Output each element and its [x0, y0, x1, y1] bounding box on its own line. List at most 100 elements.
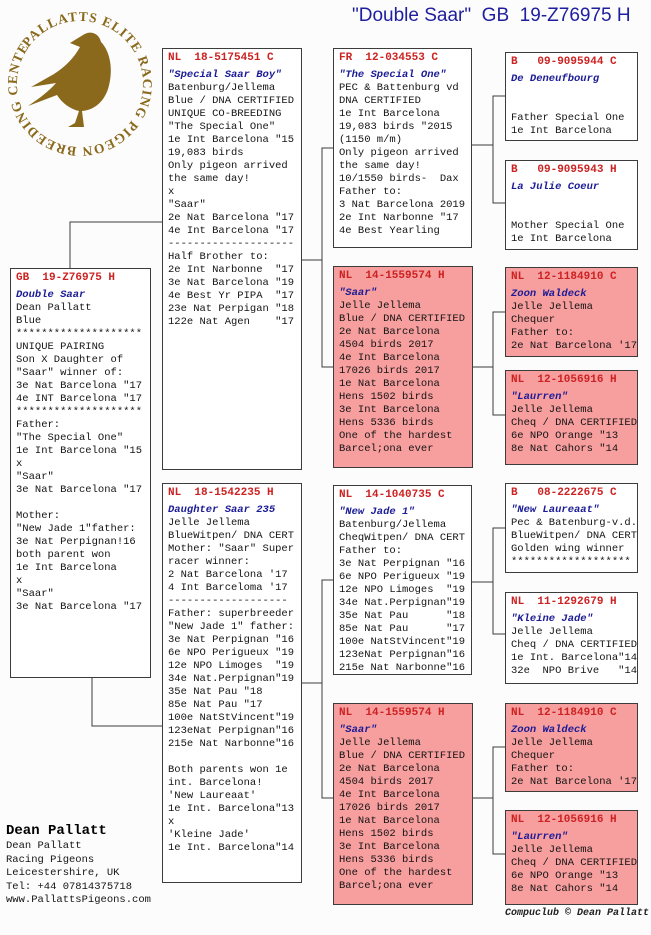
pedigree-line: "Saar"	[168, 199, 206, 211]
pedigree-line	[16, 497, 146, 510]
pedigree-line: One of the hardest	[339, 867, 453, 879]
pedigree-line: Father to:	[511, 763, 575, 775]
pedigree-line: Hens 1502 birds	[339, 828, 434, 840]
pedigree-line: Chequer	[511, 314, 556, 326]
pedigree-line: Batenburg/Jellema	[168, 82, 276, 94]
pedigree-line: 3e Nat Perpignan "16	[168, 634, 295, 646]
pedigree-line: Pec & Batenburg-v.d.	[511, 517, 638, 529]
pedigree-line: Jelle Jellema	[511, 737, 593, 749]
pedigree-line: 4504 birds 2017	[339, 339, 434, 351]
pedigree-line: Chequer	[511, 750, 556, 762]
pedigree-line: the same day!	[168, 173, 250, 185]
pedigree-line: 1e Nat Barcelona	[339, 378, 440, 390]
pedigree-line: UNIQUE CO-BREEDING	[168, 108, 282, 120]
pedigree-line: 19,083 birds	[168, 147, 244, 159]
pedigree-line: 34e Nat.Perpignan"19	[168, 673, 295, 685]
pedigree-line: 1e Int. Barcelona"13	[168, 803, 295, 815]
ring-number: NL 11-1292679 H	[511, 596, 617, 608]
pedigree-line: ********************	[16, 328, 143, 340]
pedigree-box-g2top: NL 18-5175451 C "Special Saar Boy" Batenbu…	[162, 48, 302, 470]
pedigree-line: 32e NPO Brive "14	[511, 665, 638, 677]
ring-number: NL 14-1040735 C	[339, 489, 445, 501]
pedigree-line: 1e Nat Barcelona	[339, 815, 440, 827]
pedigree-line: Hens 5336 birds	[339, 854, 434, 866]
pedigree-line: 2 Nat Barcelona '17	[168, 569, 288, 581]
pedigree-line: 6e NPO Orange "13	[511, 430, 619, 442]
pedigree-box-g3saar2: NL 14-1559574 H "Saar" Jelle Jellema Blue /…	[333, 703, 473, 905]
breeder-name-heading: Dean Pallatt	[6, 823, 107, 839]
pedigree-line: 8e Nat Cahors "14	[511, 443, 619, 455]
pedigree-box-g3saar1: NL 14-1559574 H "Saar" Jelle Jellema Blue /…	[333, 266, 473, 468]
pedigree-line: 215e Nat Narbonne"16	[168, 738, 295, 750]
pedigree-line: 12e NPO Limoges "19	[339, 584, 466, 596]
pedigree-line: 122e Nat Agen "17	[168, 316, 295, 328]
pedigree-line: 1e Int Barcelona	[511, 233, 612, 245]
pedigree-line: 3e Int Barcelona	[339, 404, 440, 416]
pigeon-name: De Deneufbourg	[511, 73, 600, 85]
ring-number: NL 12-1184910 C	[511, 707, 617, 719]
pedigree-box-g4c: NL 12-1184910 C Zoon Waldeck Jelle Jellema…	[505, 267, 638, 357]
pedigree-line: 35e Nat Pau "18	[339, 610, 466, 622]
pedigree-line: int. Barcelona!	[168, 777, 263, 789]
pedigree-box-g4h: NL 12-1056916 H "Laurren" Jelle Jellema Che…	[505, 810, 638, 905]
pedigree-line: Blue / DNA CERTIFIED	[168, 95, 295, 107]
pedigree-box-g4d: NL 12-1056916 H "Laurren" Jelle Jellema Che…	[505, 370, 638, 465]
pedigree-line: Only pigeon arrived	[339, 147, 459, 159]
ring-number: B 09-9095943 H	[511, 164, 617, 176]
pedigree-line	[511, 207, 633, 220]
pigeon-name: "New Jade 1"	[339, 506, 415, 518]
pedigree-line: Mother: "Saar" Super	[168, 543, 295, 555]
pedigree-line: 4e Int Barcelona "17	[168, 225, 295, 237]
pedigree-line: 'Kleine Jade'	[168, 829, 250, 841]
pigeon-name: Zoon Waldeck	[511, 288, 587, 300]
pedigree-line: 3e Nat Perpignan "16	[339, 558, 466, 570]
pedigree-line: 85e Nat Pau "17	[339, 623, 466, 635]
pedigree-line: 2e Nat Barcelona	[339, 763, 440, 775]
pedigree-line: 4e Int Barcelona	[339, 352, 440, 364]
pedigree-line: 10/1550 birds- Dax	[339, 173, 459, 185]
contact-line: Dean Pallatt	[6, 840, 82, 852]
pedigree-line: 1e Int Barcelona "15	[16, 445, 143, 457]
pedigree-line: 3e Nat Barcelona "17	[16, 484, 143, 496]
pedigree-line: -------------------	[168, 595, 288, 607]
pedigree-line	[511, 99, 633, 112]
pedigree-line: 2e Nat Barcelona '17	[511, 776, 638, 788]
pedigree-box-g3jade: NL 14-1040735 C "New Jade 1" Batenburg/Jel…	[333, 485, 472, 675]
pedigree-line: 2e Nat Barcelona '17	[511, 340, 638, 352]
pedigree-line: 1e Int. Barcelona"14	[168, 842, 295, 854]
breeder-contact-block: Dean Pallatt Dean Pallatt Racing Pigeons…	[6, 822, 151, 908]
pedigree-line	[168, 751, 297, 764]
pedigree-line: Only pigeon arrived	[168, 160, 288, 172]
pigeon-name: "Special Saar Boy"	[168, 69, 282, 81]
pedigree-line: 3e Nat Barcelona "19	[168, 277, 295, 289]
pedigree-line: 1e Int Barcelona	[16, 562, 117, 574]
ring-number: NL 12-1184910 C	[511, 271, 617, 283]
pedigree-line: 3e Int Barcelona	[339, 841, 440, 853]
pedigree-line: Cheq / DNA CERTIFIED	[511, 417, 638, 429]
pedigree-line	[511, 194, 633, 207]
pedigree-line: x	[168, 186, 175, 198]
pedigree-line: "The Special One"	[168, 121, 276, 133]
pedigree-line: One of the hardest	[339, 430, 453, 442]
breeder-logo: PALLATTS ELITE RACING PIGEON BREEDING CE…	[4, 4, 154, 159]
pedigree-box-g2bot: NL 18-1542235 H Daughter Saar 235 Jelle Je…	[162, 483, 302, 883]
pedigree-line: Mother:	[16, 510, 61, 522]
pedigree-line: "New Jade 1" father:	[168, 621, 295, 633]
ring-number: FR 12-034553 C	[339, 52, 439, 64]
page-title: "Double Saar" GB 19-Z76975 H	[352, 5, 631, 26]
pedigree-line: "Saar" winner of:	[16, 367, 124, 379]
ring-number: NL 14-1559574 H	[339, 707, 445, 719]
pigeon-name: "Laurren"	[511, 831, 568, 843]
pedigree-line: CheqWitpen/ DNA CERT	[339, 532, 466, 544]
pedigree-line: 'New Laureaat'	[168, 790, 257, 802]
pedigree-line: Both parents won 1e	[168, 764, 288, 776]
ring-number: B 08-2222675 C	[511, 487, 617, 499]
pedigree-line: 35e Nat Pau "18	[168, 686, 263, 698]
pedigree-line: DNA CERTIFIED	[339, 95, 421, 107]
pedigree-line: 123eNat Perpignan"16	[339, 649, 466, 661]
pedigree-line: Father to:	[339, 545, 403, 557]
ring-number: NL 18-5175451 C	[168, 52, 274, 64]
pedigree-line: --------------------	[168, 238, 295, 250]
pedigree-line: Hens 5336 birds	[339, 417, 434, 429]
pedigree-box-g3fr: FR 12-034553 C "The Special One" PEC & Bat…	[333, 48, 472, 248]
